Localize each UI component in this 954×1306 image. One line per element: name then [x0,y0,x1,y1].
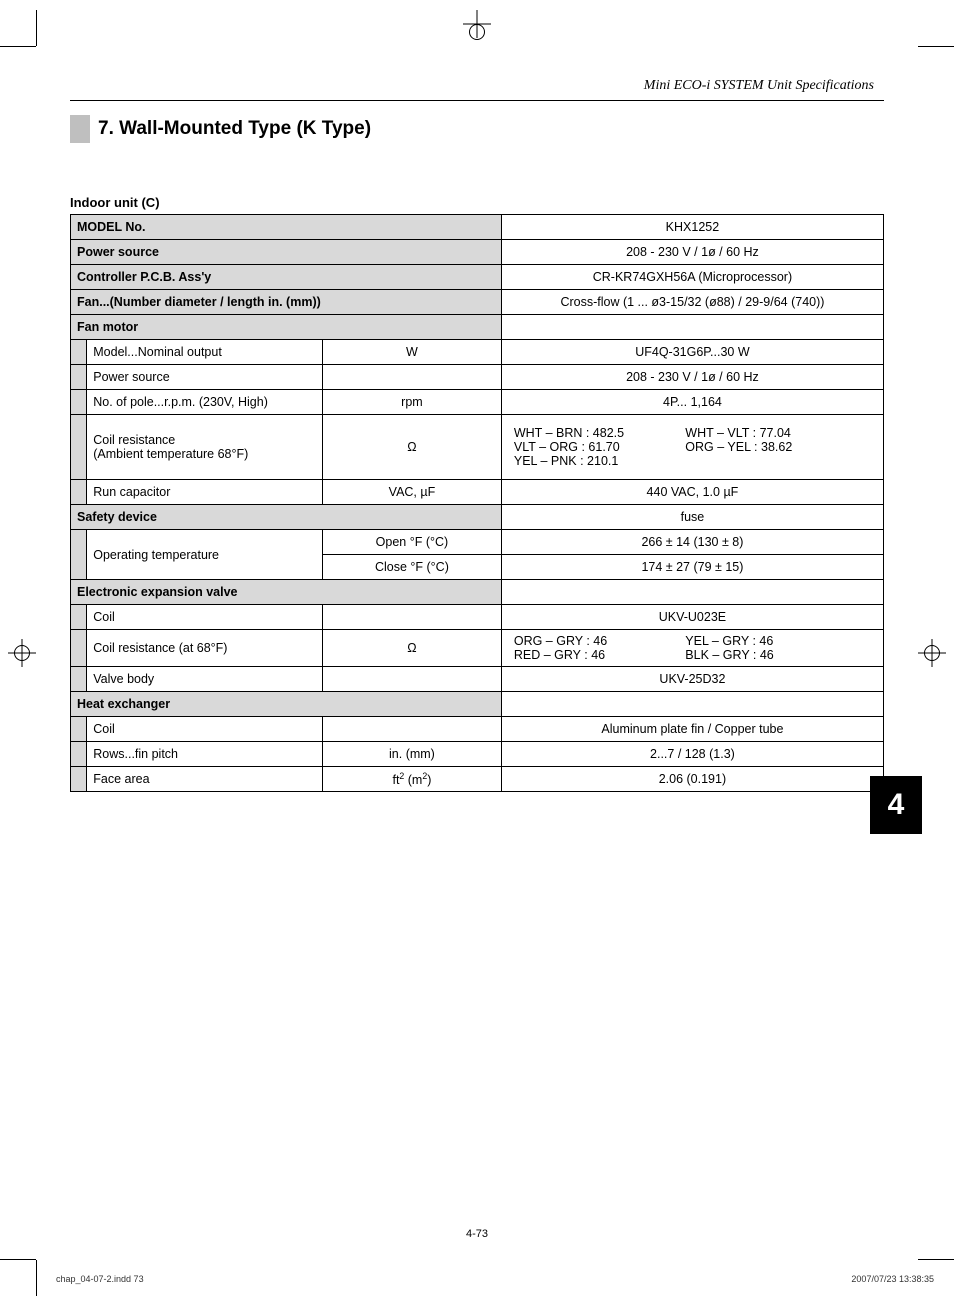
table-header-value: fuse [501,505,883,530]
table-row-label: Power source [87,365,323,390]
indent-cell [71,717,87,742]
table-row-unit: Open °F (°C) [323,530,502,555]
table-header-value [501,315,883,340]
table-row-unit: W [323,340,502,365]
table-row-value: UKV-25D32 [501,667,883,692]
table-row-unit [323,365,502,390]
table-header-value [501,692,883,717]
table-header-value: 208 - 230 V / 1ø / 60 Hz [501,240,883,265]
table-row-label: No. of pole...r.p.m. (230V, High) [87,390,323,415]
table-row-label: Operating temperature [87,530,323,580]
page-number: 4-73 [0,1228,954,1240]
table-header-label: Power source [71,240,502,265]
spec-table: MODEL No.KHX1252Power source208 - 230 V … [70,214,884,792]
table-row-value: WHT – BRN : 482.5WHT – VLT : 77.04VLT – … [501,415,883,480]
indent-cell [71,480,87,505]
table-row-value: 2.06 (0.191) [501,767,883,792]
indent-cell [71,530,87,580]
table-row-value: Aluminum plate fin / Copper tube [501,717,883,742]
table-row-value: 2...7 / 128 (1.3) [501,742,883,767]
table-row-unit: Ω [323,630,502,667]
table-row-unit: VAC, µF [323,480,502,505]
header-rule [70,100,884,101]
table-row-unit [323,667,502,692]
table-row-label: Valve body [87,667,323,692]
indent-cell [71,742,87,767]
table-row-label: Run capacitor [87,480,323,505]
indent-cell [71,630,87,667]
table-row-unit: Ω [323,415,502,480]
title-gray-block [70,115,90,143]
indent-cell [71,340,87,365]
table-row-unit: Close °F (°C) [323,555,502,580]
table-header-value: KHX1252 [501,215,883,240]
table-row-value: 174 ± 27 (79 ± 15) [501,555,883,580]
running-head: Mini ECO-i SYSTEM Unit Specifications [70,78,884,94]
section-title: 7. Wall-Mounted Type (K Type) [90,118,371,140]
table-row-value: 440 VAC, 1.0 µF [501,480,883,505]
table-row-unit: rpm [323,390,502,415]
table-row-value: UKV-U023E [501,605,883,630]
table-header-label: Safety device [71,505,502,530]
table-row-unit [323,717,502,742]
indent-cell [71,767,87,792]
table-header-label: Controller P.C.B. Ass'y [71,265,502,290]
table-header-label: Heat exchanger [71,692,502,717]
table-row-label: Coil resistance (at 68°F) [87,630,323,667]
indent-cell [71,415,87,480]
indent-cell [71,605,87,630]
table-header-value: Cross-flow (1 ... ø3-15/32 (ø88) / 29-9/… [501,290,883,315]
table-header-label: Electronic expansion valve [71,580,502,605]
table-header-value [501,580,883,605]
chapter-tab: 4 [870,776,922,834]
indent-cell [71,667,87,692]
table-row-label: Coil [87,717,323,742]
footer-file: chap_04-07-2.indd 73 [56,1274,144,1284]
table-subhead: Indoor unit (C) [70,195,884,210]
page: Mini ECO-i SYSTEM Unit Specifications 7.… [0,0,954,1306]
table-row-label: Coil [87,605,323,630]
table-row-unit: in. (mm) [323,742,502,767]
footer-timestamp: 2007/07/23 13:38:35 [851,1274,934,1284]
table-row-unit: ft2 (m2) [323,767,502,792]
table-header-label: Fan motor [71,315,502,340]
table-header-label: MODEL No. [71,215,502,240]
table-row-value: UF4Q-31G6P...30 W [501,340,883,365]
table-row-label: Rows...fin pitch [87,742,323,767]
table-row-label: Coil resistance(Ambient temperature 68°F… [87,415,323,480]
table-row-value: 4P... 1,164 [501,390,883,415]
table-header-label: Fan...(Number diameter / length in. (mm)… [71,290,502,315]
table-header-value: CR-KR74GXH56A (Microprocessor) [501,265,883,290]
table-row-value: 208 - 230 V / 1ø / 60 Hz [501,365,883,390]
indent-cell [71,365,87,390]
table-row-label: Face area [87,767,323,792]
table-row-value: ORG – GRY : 46YEL – GRY : 46RED – GRY : … [501,630,883,667]
table-row-label: Model...Nominal output [87,340,323,365]
section-title-bar: 7. Wall-Mounted Type (K Type) [70,115,884,143]
table-row-value: 266 ± 14 (130 ± 8) [501,530,883,555]
footer-meta: chap_04-07-2.indd 73 2007/07/23 13:38:35 [56,1274,934,1284]
indent-cell [71,390,87,415]
table-row-unit [323,605,502,630]
